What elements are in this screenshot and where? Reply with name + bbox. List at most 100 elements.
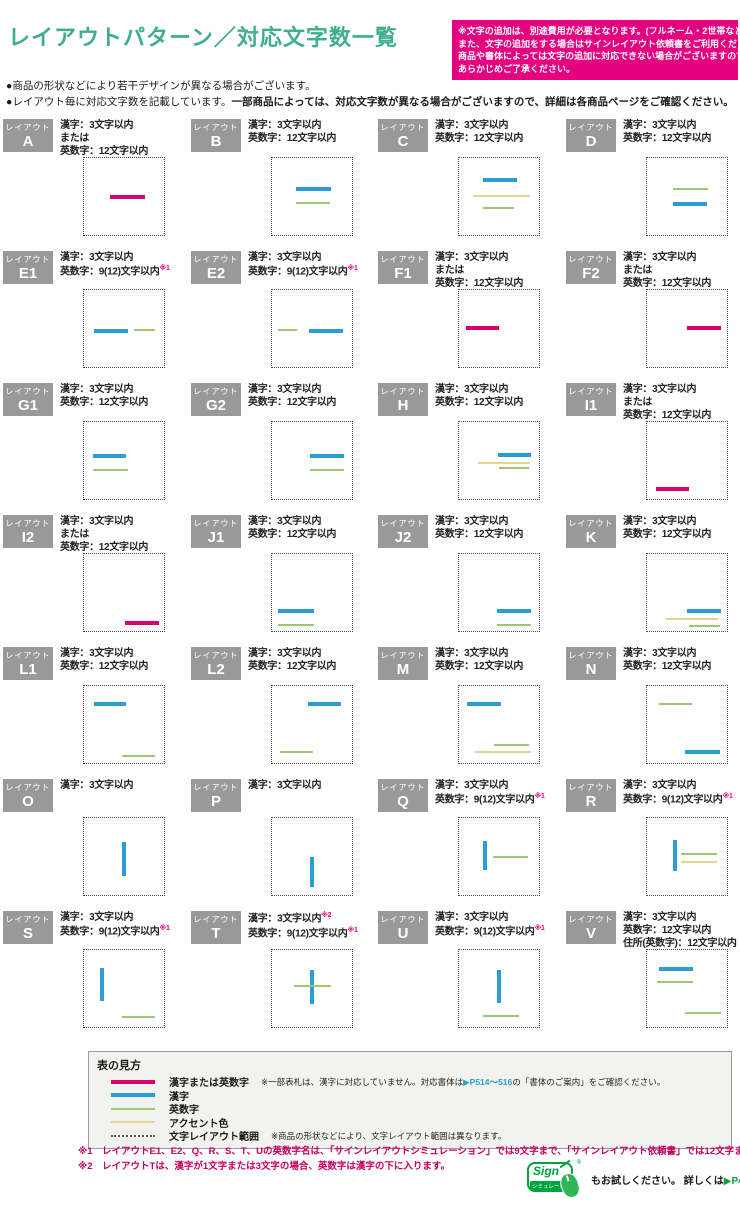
- kanji-line: [121, 841, 126, 876]
- alnum-line: [680, 853, 718, 856]
- spec-line: 英数字：12文字以内: [623, 925, 712, 937]
- layout-diagram-I1: [646, 421, 728, 500]
- layout-label-prefix: レイアウト: [193, 255, 239, 264]
- alnum-line: [673, 188, 708, 191]
- layout-label-id: K: [585, 529, 597, 546]
- notice-line: ※文字の追加は、別途費用が必要となります。(フルネーム・2世帯など): [458, 26, 740, 36]
- spec-line: 漢字：3文字以内: [60, 516, 134, 527]
- layout-label-N: レイアウト N: [566, 647, 616, 680]
- footnote-mark: ※1: [159, 265, 170, 273]
- footnote-line: ※2 レイアウトTは、漢字が1文字または3文字の場合、英数字は漢字の下に入ります…: [78, 1160, 450, 1172]
- layout-specs-F2: 漢字：3文字以内 または 英数字：12文字以内: [623, 251, 711, 291]
- accent-line: [478, 462, 531, 465]
- legend-row: 漢字: [97, 1090, 723, 1103]
- layout-label-T: レイアウト T: [191, 911, 241, 944]
- layout-label-prefix: レイアウト: [193, 387, 239, 396]
- spec-line: 英数字：12文字以内: [248, 661, 337, 673]
- layout-specs-Q: 漢字：3文字以内 英数字：9(12)文字以内※1: [435, 779, 545, 807]
- layout-label-K: レイアウト K: [566, 515, 616, 548]
- legend-label: 文字レイアウト範囲: [169, 1132, 259, 1143]
- layout-label-prefix: レイアウト: [568, 519, 614, 528]
- intro-bullet-2: ●レイアウト毎に対応文字数を記載しています。一部商品によっては、対応文字数が異な…: [6, 95, 734, 108]
- layout-diagram-G1: [83, 421, 165, 500]
- layout-label-D: レイアウト D: [566, 119, 616, 152]
- kanji-line: [308, 329, 344, 334]
- legend-row: アクセント色: [97, 1117, 723, 1130]
- spec-line: 漢字：3文字以内: [60, 252, 134, 263]
- legend-box: 表の見方 漢字または英数字 ※一部表札は、漢字に対応していません。対応書体は▶P5…: [88, 1051, 732, 1149]
- layout-cell-M: レイアウト M 漢字：3文字以内 英数字：12文字以内: [378, 647, 565, 779]
- layout-label-prefix: レイアウト: [380, 915, 426, 924]
- kanji-line: [309, 454, 344, 459]
- layout-label-prefix: レイアウト: [193, 651, 239, 660]
- layout-label-id: E1: [18, 265, 38, 282]
- layout-label-E2: レイアウト E2: [191, 251, 241, 284]
- layout-cell-F1: レイアウト F1 漢字：3文字以内 または 英数字：12文字以内: [378, 251, 565, 383]
- spec-line: 英数字：12文字以内: [60, 397, 149, 409]
- layout-label-A: レイアウト A: [3, 119, 53, 152]
- layout-label-C: レイアウト C: [378, 119, 428, 152]
- layout-cell-D: レイアウト D 漢字：3文字以内 英数字：12文字以内: [566, 119, 740, 251]
- layout-cell-I1: レイアウト I1 漢字：3文字以内 または 英数字：12文字以内: [566, 383, 740, 515]
- registered-mark-icon: ®: [576, 1160, 581, 1166]
- layout-label-prefix: レイアウト: [5, 783, 51, 792]
- spec-line: または: [60, 529, 90, 541]
- spec-line: 漢字：3文字以内: [623, 780, 697, 791]
- layout-specs-D: 漢字：3文字以内 英数字：12文字以内: [623, 119, 711, 145]
- kanji-line: [93, 702, 127, 707]
- layout-cell-E2: レイアウト E2 漢字：3文字以内 英数字：9(12)文字以内※1: [191, 251, 378, 383]
- layout-label-id: A: [22, 133, 34, 150]
- layout-diagram-L2: [271, 685, 353, 764]
- accent-line: [473, 194, 531, 197]
- layout-label-prefix: レイアウト: [380, 783, 426, 792]
- spec-line: 英数字：12文字以内: [435, 278, 524, 290]
- layout-cell-A: レイアウト A 漢字：3文字以内 または 英数字：12文字以内: [3, 119, 190, 251]
- layout-label-prefix: レイアウト: [568, 255, 614, 264]
- kanji-line: [467, 702, 502, 707]
- layout-label-id: M: [396, 661, 410, 678]
- layout-label-M: レイアウト M: [378, 647, 428, 680]
- spec-line: 漢字：3文字以内: [435, 120, 509, 131]
- legend-label: 漢字: [169, 1091, 189, 1103]
- layout-label-id: L2: [207, 661, 225, 678]
- layout-specs-J1: 漢字：3文字以内 英数字：12文字以内: [248, 515, 336, 541]
- layout-label-prefix: レイアウト: [380, 387, 426, 396]
- legend-swatch-alnum: [111, 1107, 155, 1110]
- layout-specs-F1: 漢字：3文字以内 または 英数字：12文字以内: [435, 251, 523, 291]
- spec-line: 漢字：3文字以内: [248, 648, 322, 659]
- kanji-line: [673, 201, 707, 206]
- layout-label-prefix: レイアウト: [5, 651, 51, 660]
- legend-swatch-kanji: [111, 1093, 155, 1097]
- alnum-line: [293, 985, 332, 988]
- layout-label-id: H: [397, 397, 409, 414]
- kanji-line: [673, 840, 678, 872]
- layout-diagram-E1: [83, 289, 165, 368]
- page-ref-p514-516: ▶P514〜516: [463, 1076, 513, 1087]
- layout-diagram-G2: [271, 421, 353, 500]
- layout-diagram-N: [646, 685, 728, 764]
- layout-diagram-I2: [83, 553, 165, 632]
- layout-label-id: E2: [206, 265, 226, 282]
- kanji-line: [687, 608, 722, 613]
- spec-line: 漢字：3文字以内: [60, 912, 134, 923]
- alnum-line: [492, 855, 528, 858]
- layout-label-prefix: レイアウト: [568, 123, 614, 132]
- spec-line: 漢字：3文字以内: [623, 252, 697, 263]
- layout-specs-C: 漢字：3文字以内 英数字：12文字以内: [435, 119, 523, 145]
- kanji-line: [100, 967, 104, 1001]
- layout-specs-I1: 漢字：3文字以内 または 英数字：12文字以内: [623, 383, 711, 423]
- layout-specs-B: 漢字：3文字以内 英数字：12文字以内: [248, 119, 336, 145]
- layout-label-id: I1: [584, 397, 598, 414]
- alnum-line: [688, 624, 720, 627]
- spec-line: 漢字：3文字以内: [435, 648, 509, 659]
- both-line: [124, 620, 160, 625]
- layout-diagram-C: [458, 157, 540, 236]
- layout-diagram-O: [83, 817, 165, 896]
- layout-diagram-F1: [458, 289, 540, 368]
- layout-diagram-T: [271, 949, 353, 1028]
- layout-label-H: レイアウト H: [378, 383, 428, 416]
- layout-cell-G2: レイアウト G2 漢字：3文字以内 英数字：12文字以内: [191, 383, 378, 515]
- spec-line: 漢字：3文字以内: [248, 252, 322, 263]
- layout-label-E1: レイアウト E1: [3, 251, 53, 284]
- spec-line: 漢字：3文字以内: [623, 120, 697, 131]
